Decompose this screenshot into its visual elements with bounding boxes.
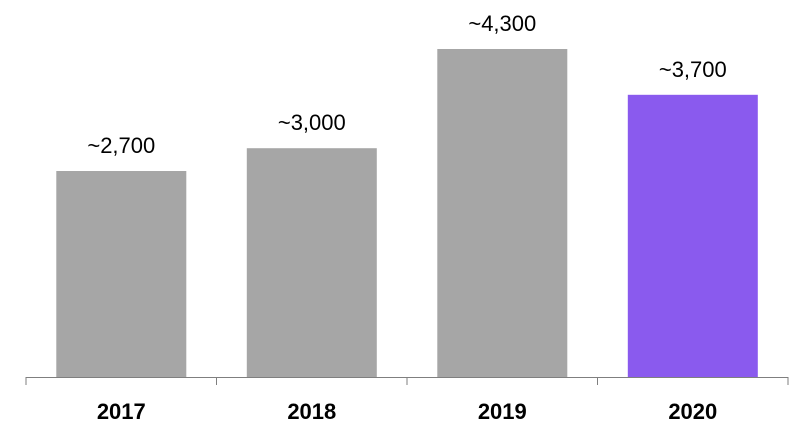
x-tick-label-2018: 2018 <box>287 399 336 424</box>
data-label-2018: ~3,000 <box>278 110 346 135</box>
data-label-2017: ~2,700 <box>87 133 155 158</box>
data-label-2020: ~3,700 <box>659 57 727 82</box>
x-tick-label-2019: 2019 <box>478 399 527 424</box>
data-label-2019: ~4,300 <box>468 11 536 36</box>
x-tick-label-2017: 2017 <box>97 399 146 424</box>
bar-2019 <box>437 49 568 377</box>
x-tick-labels-group: 2017 2018 2019 2020 <box>97 399 717 424</box>
bar-2017 <box>56 171 187 377</box>
x-tick-label-2020: 2020 <box>668 399 717 424</box>
x-axis <box>25 377 789 385</box>
data-labels-group: ~2,700 ~3,000 ~4,300 ~3,700 <box>87 11 726 158</box>
bars-group <box>56 49 758 378</box>
bar-2020 <box>627 94 758 378</box>
bar-2018 <box>246 148 377 377</box>
